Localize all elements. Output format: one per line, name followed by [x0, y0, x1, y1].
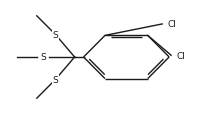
Text: Cl: Cl: [167, 20, 176, 29]
Text: S: S: [53, 31, 58, 40]
Text: S: S: [53, 75, 58, 84]
Text: Cl: Cl: [176, 51, 185, 60]
Text: S: S: [40, 53, 46, 62]
